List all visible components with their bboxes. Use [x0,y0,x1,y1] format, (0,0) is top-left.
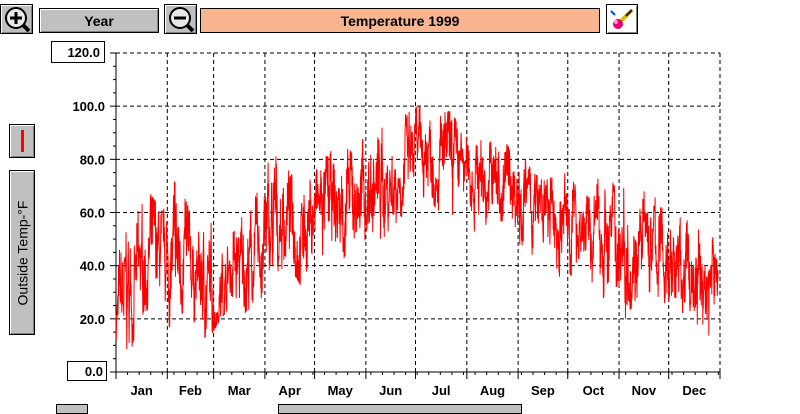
y-tick-label: 100.0 [72,99,105,114]
y-min-field[interactable]: 0.0 [67,361,107,381]
y-tick-label: 80.0 [80,152,105,167]
zoom-in-icon [4,7,30,33]
y-max-field[interactable]: 120.0 [51,41,105,63]
x-tick-label: Aug [480,383,505,398]
zoom-out-icon [168,7,194,33]
x-tick-label: Jan [130,383,152,398]
x-tick-label: Nov [632,383,657,398]
y-min-value: 0.0 [84,363,103,379]
x-tick-label: Dec [682,383,706,398]
zoom-out-button[interactable] [164,4,197,34]
series-select-button[interactable]: Outside Temp-°F [9,170,35,335]
x-tick-label: May [328,383,354,398]
x-tick-label: Apr [279,383,301,398]
period-label: Year [84,12,114,29]
paintbrush-icon [610,8,634,29]
x-tick-label: Jul [432,383,451,398]
series-color-swatch [20,130,24,152]
x-tick-label: Sep [531,383,555,398]
paint-button[interactable] [606,4,638,34]
x-tick-label: Feb [179,383,202,398]
y-tick-label: 60.0 [80,206,105,221]
x-tick-label: Jun [379,383,402,398]
chart-title[interactable]: Temperature 1999 [200,8,600,33]
zoom-in-button[interactable] [0,4,33,34]
series-line [115,105,719,350]
chart-title-text: Temperature 1999 [340,12,460,29]
series-color-button[interactable] [9,124,35,158]
x-tick-label: Oct [583,383,605,398]
x-tick-label: Mar [228,383,251,398]
period-button[interactable]: Year [39,8,159,33]
y-tick-label: 20.0 [80,312,105,327]
y-tick-label: 40.0 [80,259,105,274]
y-max-value: 120.0 [67,44,100,60]
